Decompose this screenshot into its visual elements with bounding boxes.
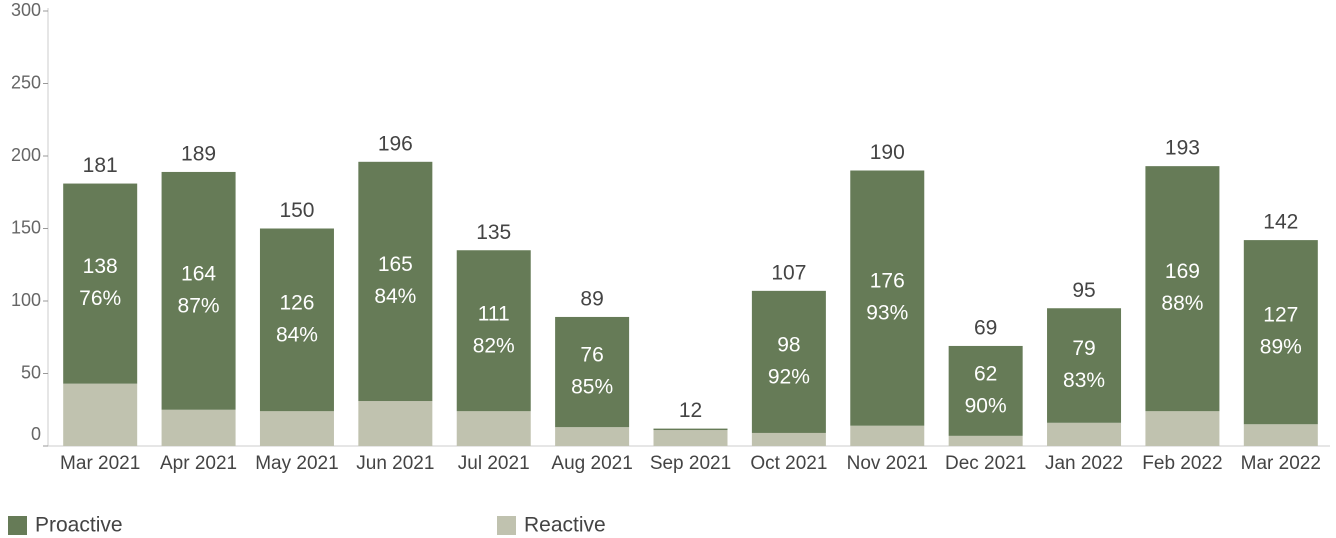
y-tick-label: 150 xyxy=(11,217,41,237)
y-tick-label: 200 xyxy=(11,145,41,165)
bar-segment xyxy=(948,435,1023,446)
legend-swatch xyxy=(497,516,516,535)
y-tick-label: 250 xyxy=(11,72,41,92)
bar-segment xyxy=(1243,424,1318,446)
percent-label: 76% xyxy=(79,287,121,310)
x-tick-label: Mar 2021 xyxy=(60,453,140,474)
percent-label: 88% xyxy=(1161,292,1203,315)
legend-label: Proactive xyxy=(35,514,123,537)
x-tick-label: Nov 2021 xyxy=(847,453,928,474)
value-label: 164 xyxy=(181,262,216,285)
bar-segment xyxy=(1047,308,1122,423)
percent-label: 83% xyxy=(1063,369,1105,392)
bar-segment xyxy=(259,411,334,446)
value-label: 176 xyxy=(870,270,905,293)
bar-segment xyxy=(259,228,334,412)
x-tick-label: Jul 2021 xyxy=(458,453,530,474)
bar-segment xyxy=(555,427,630,446)
x-tick-label: Jun 2021 xyxy=(356,453,434,474)
x-tick-label: Apr 2021 xyxy=(160,453,237,474)
bar-segment xyxy=(653,428,728,431)
bar-segment xyxy=(161,409,236,446)
y-tick-label: 100 xyxy=(11,290,41,310)
bar-segment xyxy=(751,432,826,446)
x-tick-label: May 2021 xyxy=(255,453,338,474)
total-label: 150 xyxy=(279,199,314,222)
y-tick-label: 0 xyxy=(31,424,41,444)
bar-segment xyxy=(948,345,1023,436)
value-label: 98 xyxy=(777,333,800,356)
bar-segment xyxy=(751,290,826,433)
value-label: 111 xyxy=(478,302,510,325)
y-tick-label: 50 xyxy=(21,362,41,382)
bar-segment xyxy=(653,430,728,446)
x-tick-label: Sep 2021 xyxy=(650,453,731,474)
x-tick-label: Oct 2021 xyxy=(750,453,827,474)
legend-swatch xyxy=(8,516,27,535)
value-label: 62 xyxy=(974,362,997,385)
percent-label: 82% xyxy=(473,334,515,357)
total-label: 181 xyxy=(83,154,118,177)
percent-label: 85% xyxy=(571,376,613,399)
bar-segment xyxy=(358,401,433,446)
total-label: 95 xyxy=(1072,279,1095,302)
value-label: 79 xyxy=(1072,337,1095,360)
total-label: 189 xyxy=(181,142,216,165)
bar-segment xyxy=(161,171,236,410)
percent-label: 90% xyxy=(965,394,1007,417)
x-tick-label: Jan 2022 xyxy=(1045,453,1123,474)
bar-segment xyxy=(63,183,138,384)
x-tick-label: Aug 2021 xyxy=(551,453,632,474)
total-label: 69 xyxy=(974,316,997,339)
total-label: 107 xyxy=(771,261,806,284)
value-label: 169 xyxy=(1165,260,1200,283)
value-label: 76 xyxy=(580,344,603,367)
bar-segment xyxy=(1243,240,1318,425)
total-label: 142 xyxy=(1263,211,1298,234)
bar-segment xyxy=(850,425,925,446)
percent-label: 93% xyxy=(866,302,908,325)
total-label: 89 xyxy=(580,287,603,310)
percent-label: 92% xyxy=(768,365,810,388)
bar-segment xyxy=(456,250,531,412)
value-label: 138 xyxy=(83,255,118,278)
bar-segment xyxy=(63,383,138,446)
percent-label: 84% xyxy=(374,285,416,308)
bar-segment xyxy=(555,316,630,428)
bar-segment xyxy=(850,170,925,426)
total-label: 135 xyxy=(476,221,511,244)
percent-label: 87% xyxy=(178,294,220,317)
percent-label: 89% xyxy=(1260,336,1302,359)
x-tick-label: Mar 2022 xyxy=(1241,453,1321,474)
percent-label: 84% xyxy=(276,323,318,346)
x-tick-label: Feb 2022 xyxy=(1142,453,1222,474)
value-label: 165 xyxy=(378,253,413,276)
total-label: 190 xyxy=(870,141,905,164)
value-label: 126 xyxy=(279,291,314,314)
total-label: 12 xyxy=(679,399,702,422)
bar-segment xyxy=(1145,411,1220,446)
value-label: 127 xyxy=(1263,304,1298,327)
total-label: 196 xyxy=(378,132,413,155)
bar-segment xyxy=(1145,166,1220,412)
total-label: 193 xyxy=(1165,137,1200,160)
legend-label: Reactive xyxy=(524,514,606,537)
x-tick-label: Dec 2021 xyxy=(945,453,1026,474)
y-tick-label: 300 xyxy=(11,0,41,20)
bar-segment xyxy=(1047,422,1122,446)
bar-segment xyxy=(358,161,433,402)
bar-segment xyxy=(456,411,531,446)
